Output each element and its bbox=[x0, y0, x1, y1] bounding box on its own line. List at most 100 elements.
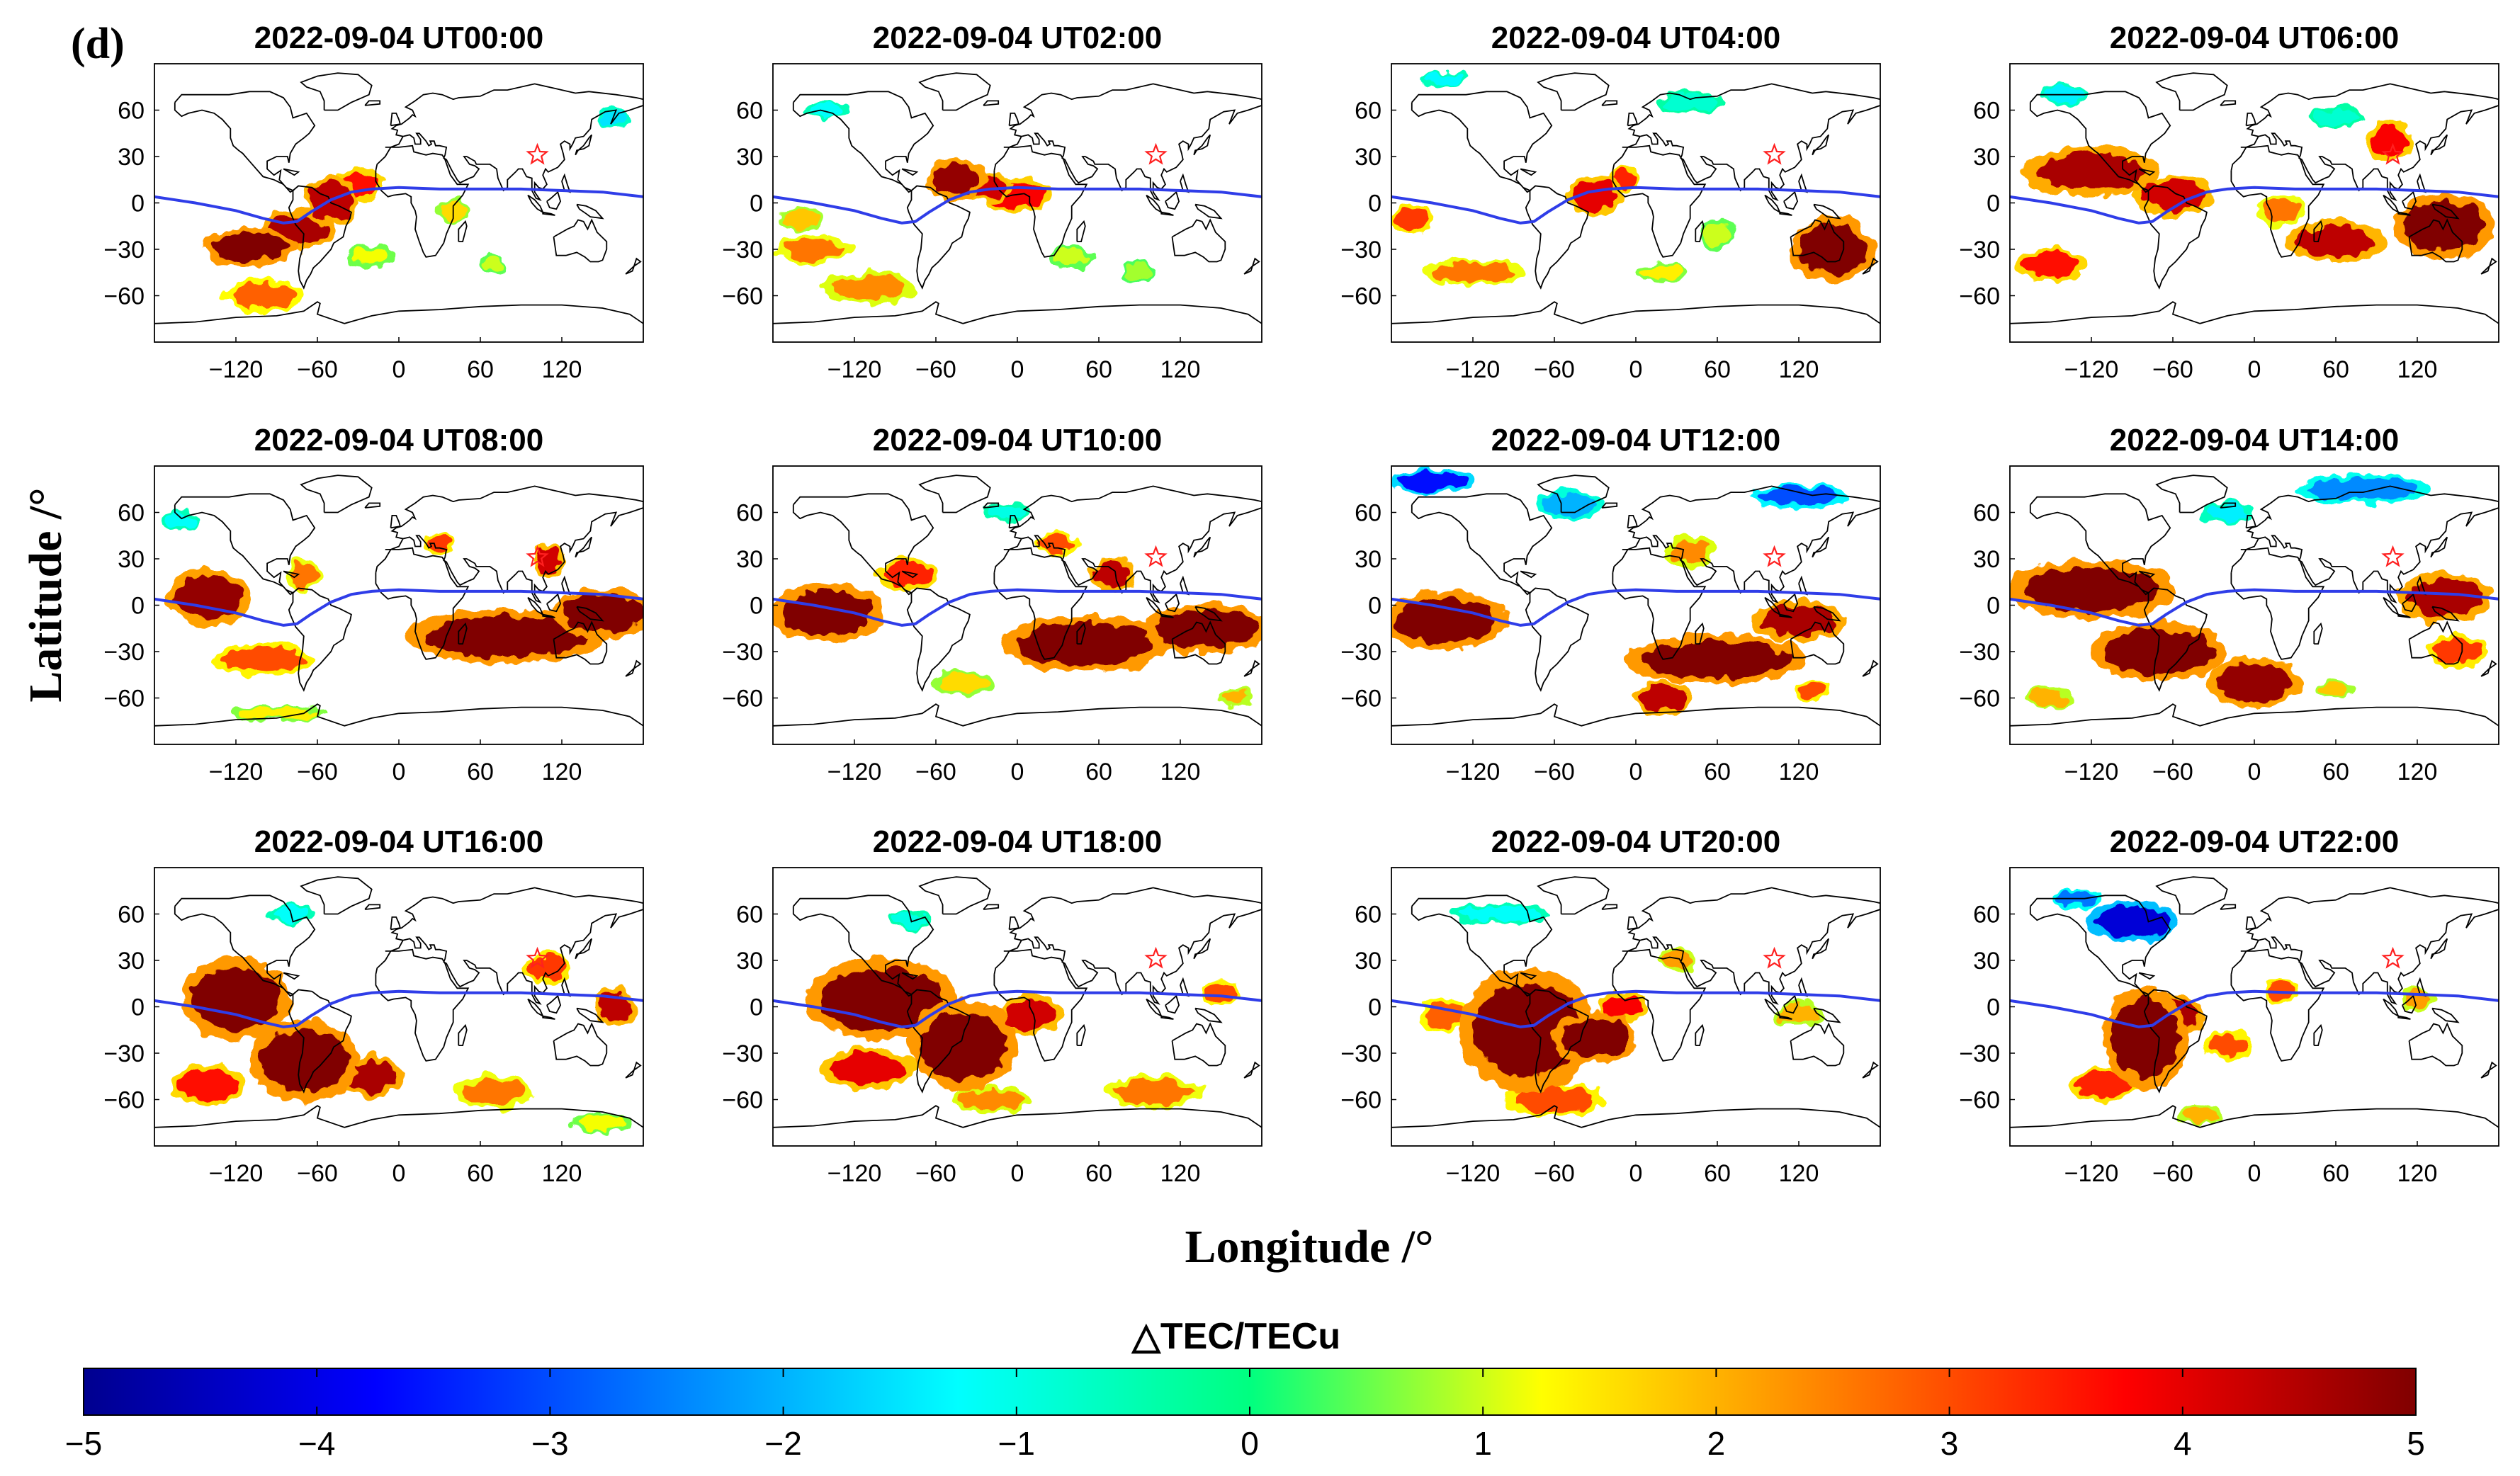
coastline bbox=[625, 1061, 642, 1079]
coastline bbox=[2029, 895, 2171, 997]
x-tick-label: 120 bbox=[1160, 1160, 1201, 1187]
tec-anomaly bbox=[2295, 226, 2377, 257]
coastline bbox=[2480, 1061, 2497, 1079]
coastline bbox=[575, 536, 593, 558]
coastline bbox=[2480, 659, 2497, 677]
x-tick-label: −120 bbox=[1446, 356, 1501, 383]
coastline bbox=[300, 72, 373, 111]
coastline bbox=[1695, 220, 1705, 242]
panel-title: 2022-09-04 UT04:00 bbox=[1491, 21, 1780, 55]
x-tick-label: −60 bbox=[297, 356, 338, 383]
coastline bbox=[1194, 606, 1223, 622]
y-tick-label: 60 bbox=[118, 500, 145, 527]
tec-anomaly bbox=[1540, 494, 1595, 516]
tec-anomaly bbox=[1112, 1079, 1194, 1105]
tec-anomaly bbox=[192, 967, 280, 1031]
coastline bbox=[1612, 948, 1707, 1062]
tec-anomaly bbox=[290, 562, 318, 587]
coastline bbox=[1601, 904, 1618, 910]
coastline bbox=[2431, 1007, 2460, 1023]
colorbar-tick-label: 3 bbox=[1940, 1425, 1959, 1462]
star-marker bbox=[1763, 946, 1786, 969]
x-tick-label: −120 bbox=[2064, 1160, 2119, 1187]
x-tick-label: −60 bbox=[915, 759, 956, 785]
panel-letter: (d) bbox=[71, 20, 125, 68]
x-tick-label: 60 bbox=[1085, 356, 1112, 383]
y-tick-label: 60 bbox=[118, 98, 145, 125]
coastline bbox=[2155, 475, 2228, 513]
coastline bbox=[1537, 72, 1610, 111]
coastline bbox=[1783, 191, 1799, 210]
coastline bbox=[375, 948, 470, 1062]
coastline bbox=[283, 168, 300, 176]
coastline bbox=[300, 876, 373, 915]
y-tick-label: 30 bbox=[1355, 144, 1382, 171]
panel-title: 2022-09-04 UT10:00 bbox=[873, 423, 1162, 458]
coastline bbox=[2138, 570, 2156, 579]
coastline bbox=[2240, 83, 2499, 201]
coastline bbox=[2010, 301, 2499, 324]
coastline bbox=[1798, 575, 1808, 596]
tec-anomaly bbox=[211, 232, 288, 261]
coastline bbox=[1165, 191, 1180, 210]
tec-anomaly bbox=[529, 955, 567, 981]
y-tick-label: 60 bbox=[1355, 98, 1382, 125]
coastline bbox=[1622, 887, 1880, 1005]
panel-title: 2022-09-04 UT06:00 bbox=[2110, 21, 2399, 55]
tec-anomaly bbox=[985, 504, 1023, 521]
coastline bbox=[993, 948, 1088, 1062]
x-tick-label: −120 bbox=[827, 1160, 882, 1187]
tec-anomaly bbox=[238, 707, 315, 720]
y-tick-label: 30 bbox=[118, 144, 145, 171]
coastline bbox=[1862, 659, 1879, 677]
x-tick-label: −120 bbox=[1446, 1160, 1501, 1187]
x-tick-label: −120 bbox=[827, 759, 882, 785]
tec-anomaly bbox=[1126, 264, 1153, 280]
tec-anomaly bbox=[2308, 478, 2417, 501]
tec-anomaly bbox=[1432, 263, 1514, 282]
coastline bbox=[983, 904, 1000, 910]
coastline bbox=[2397, 211, 2411, 216]
coastline bbox=[2138, 168, 2156, 176]
star-marker bbox=[1763, 142, 1786, 165]
coastline bbox=[1076, 220, 1086, 242]
coastline bbox=[2430, 938, 2448, 960]
coastline bbox=[390, 515, 402, 529]
x-tick-label: −60 bbox=[2152, 356, 2193, 383]
y-tick-label: 30 bbox=[1973, 948, 2000, 975]
coastline bbox=[458, 1023, 468, 1046]
y-tick-label: −60 bbox=[1340, 686, 1382, 713]
coastline bbox=[1411, 91, 1553, 193]
coastline bbox=[561, 977, 571, 997]
coastline bbox=[625, 257, 642, 275]
coastline bbox=[1537, 876, 1610, 915]
coastline bbox=[1813, 606, 1841, 622]
y-tick-label: −60 bbox=[1340, 283, 1382, 310]
colorbar-tick-label: 1 bbox=[1474, 1425, 1492, 1462]
coastline bbox=[2408, 1022, 2463, 1067]
x-tick-label: 0 bbox=[2248, 356, 2261, 383]
coastline bbox=[1790, 620, 1845, 665]
x-tick-label: −60 bbox=[2152, 1160, 2193, 1187]
x-tick-label: 0 bbox=[1011, 759, 1024, 785]
magnetic-equator-line bbox=[773, 186, 1262, 225]
map-panel: 2022-09-04 UT18:00 60 30 0 −30 −60 −120 −60 0 60 1… bbox=[722, 824, 1262, 1187]
y-tick-label: −30 bbox=[722, 639, 763, 666]
star-marker bbox=[2381, 142, 2405, 165]
coastline bbox=[2230, 144, 2325, 258]
tec-anomaly bbox=[2181, 1107, 2220, 1123]
coastline bbox=[1627, 113, 1639, 127]
tec-anomaly bbox=[352, 247, 391, 267]
coastline bbox=[2245, 916, 2257, 931]
tec-anomaly bbox=[2023, 252, 2078, 278]
coastline bbox=[918, 876, 991, 915]
y-tick-label: −30 bbox=[1959, 639, 2000, 666]
map-area bbox=[773, 475, 1262, 727]
coastline bbox=[2431, 606, 2460, 622]
coastline bbox=[1622, 83, 1880, 201]
coastline bbox=[546, 191, 562, 210]
colorbar-tick-label: 5 bbox=[2407, 1425, 2425, 1462]
coastline bbox=[1076, 1023, 1086, 1046]
coastline bbox=[1243, 257, 1260, 275]
coastline bbox=[375, 144, 470, 258]
